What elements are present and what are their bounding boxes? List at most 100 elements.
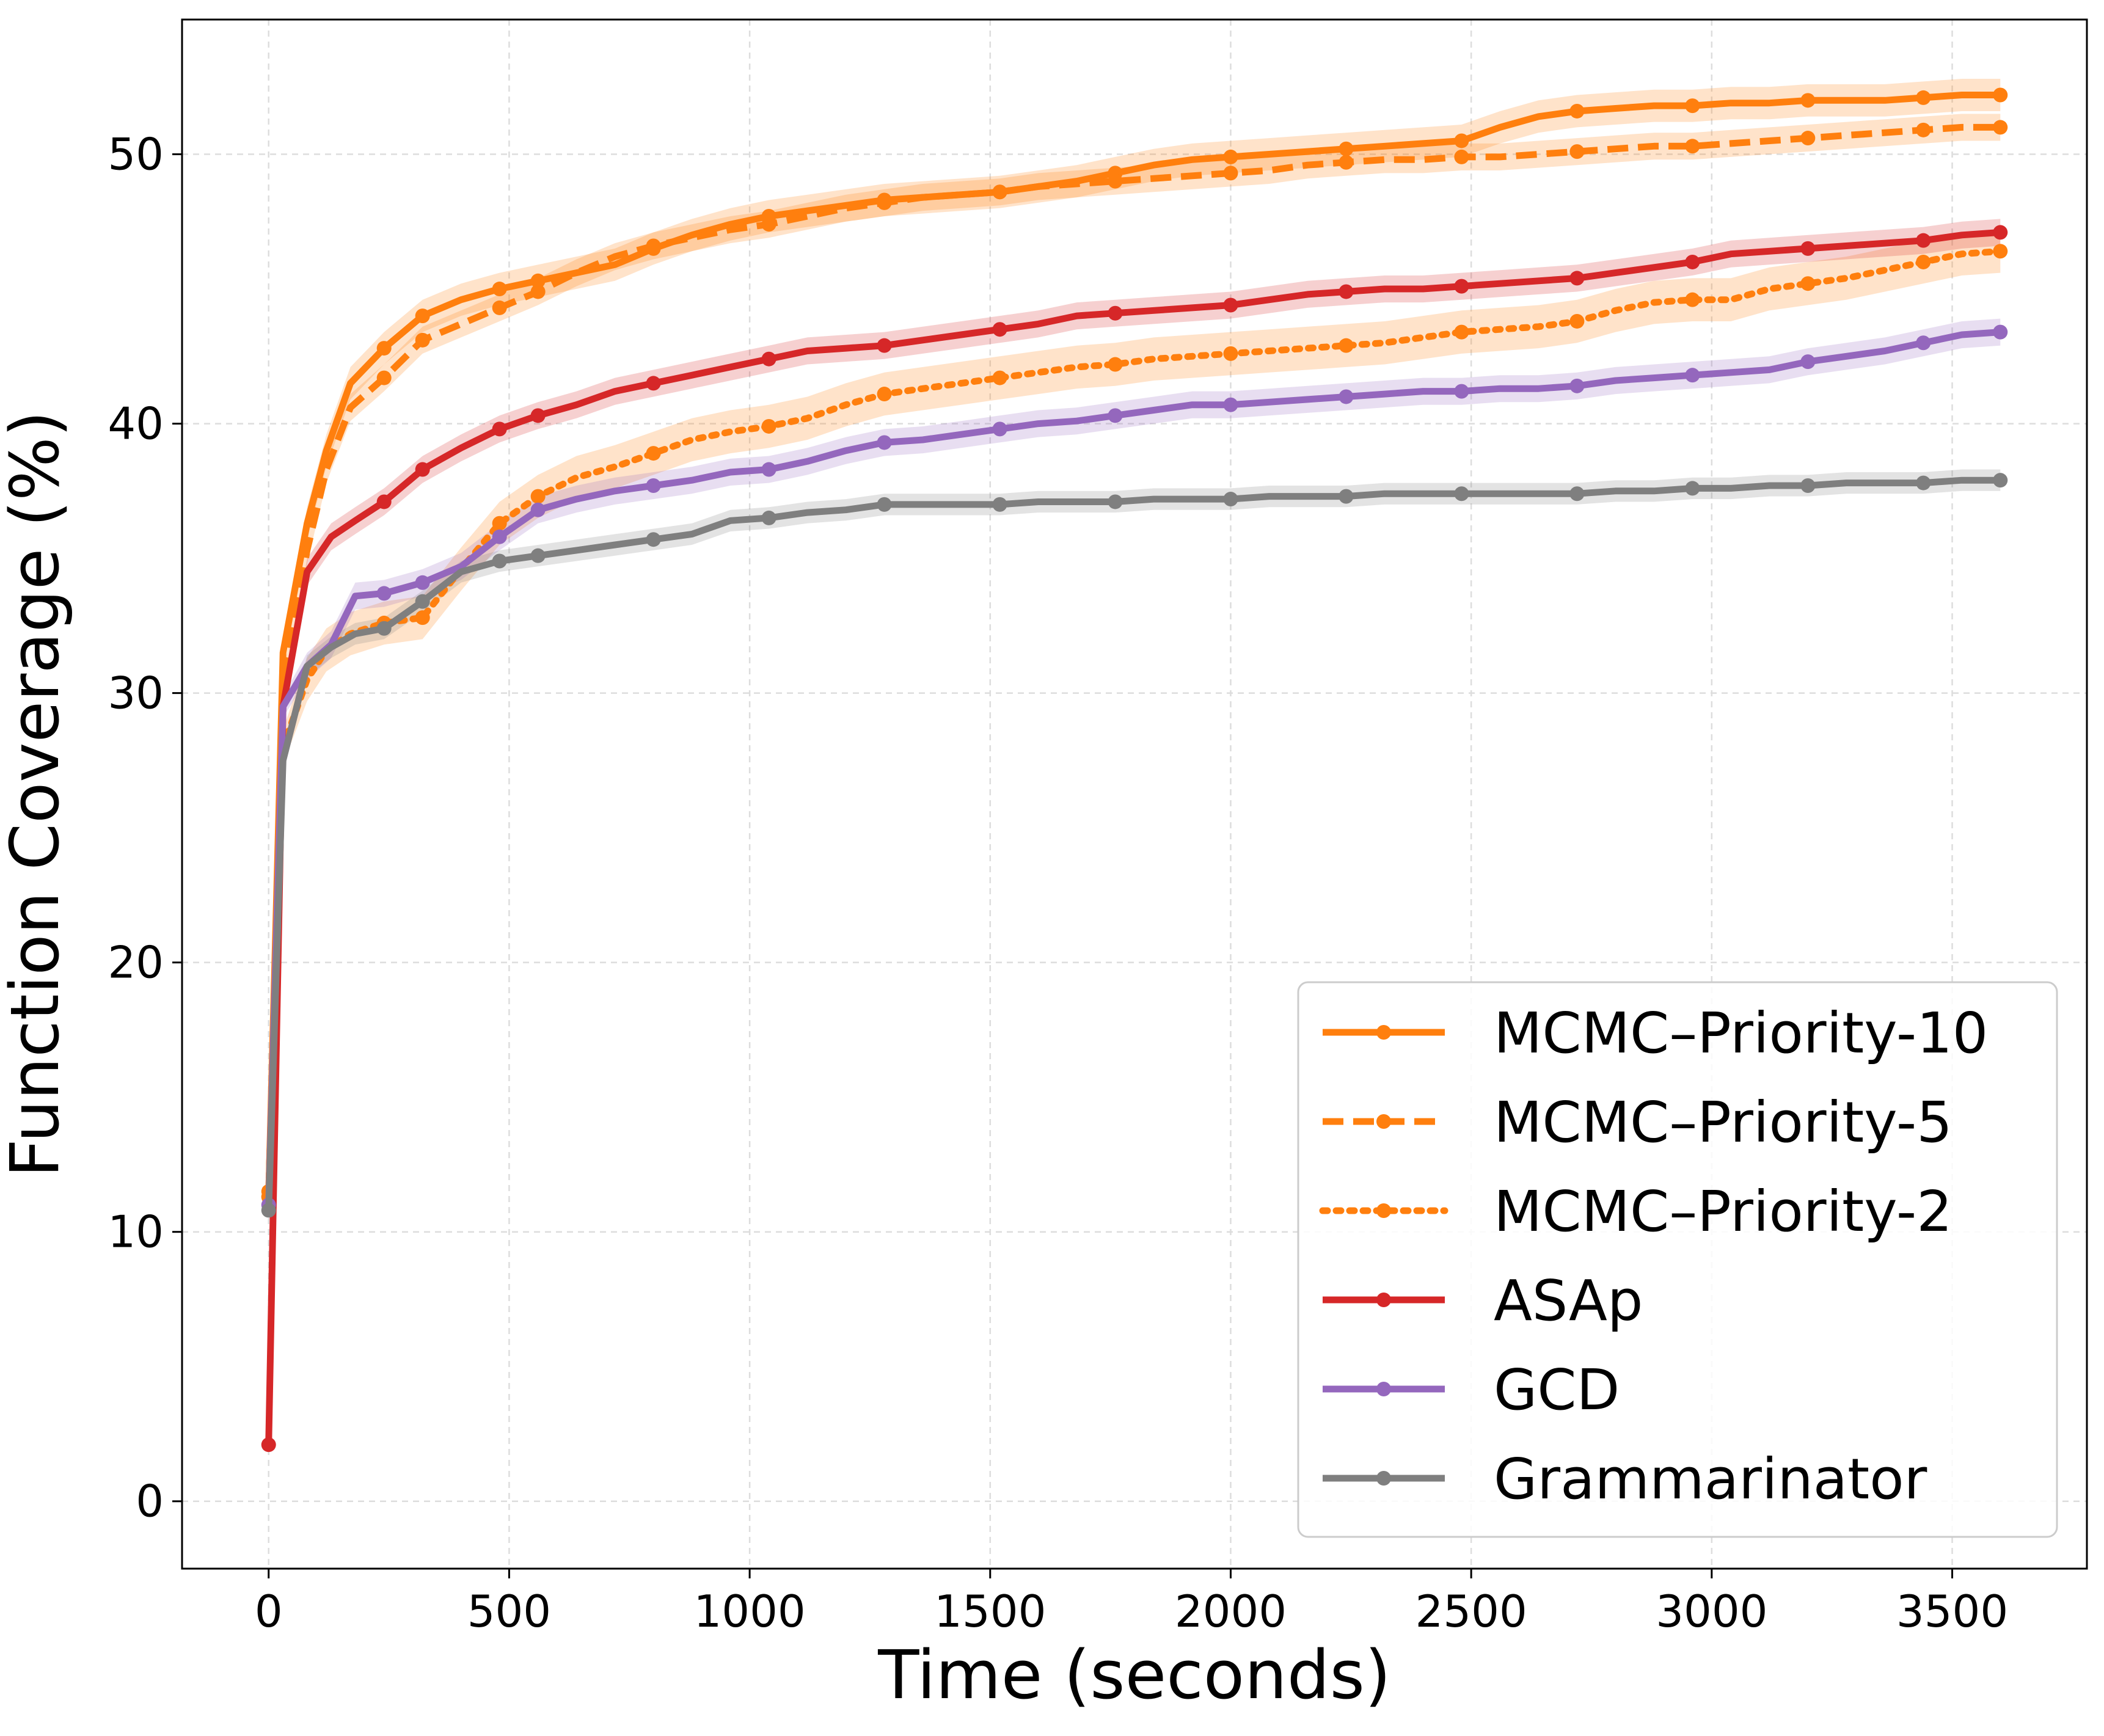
gcd-point [992, 421, 1007, 437]
y-tick-label: 50 [108, 129, 164, 180]
legend-label-asap: ASAp [1494, 1268, 1643, 1333]
legend-marker-gcd [1376, 1382, 1391, 1396]
asap-point [1454, 279, 1469, 294]
legend-marker-mcmc-priority-2 [1376, 1203, 1391, 1218]
grammarinator-point [261, 1203, 276, 1218]
legend-label-gcd: GCD [1494, 1357, 1620, 1423]
asap-point [415, 462, 430, 477]
x-tick-label: 1500 [934, 1586, 1046, 1637]
mcmc-priority-5-point [1569, 144, 1585, 159]
asap-point [646, 376, 661, 391]
x-tick-label: 3000 [1656, 1586, 1767, 1637]
asap-point [492, 421, 507, 437]
grammarinator-point [1800, 478, 1816, 494]
mcmc-priority-2-point [1685, 292, 1700, 307]
legend: MCMC–Priority-10 MCMC–Priority-5 MCMC–Prio… [1297, 981, 2058, 1538]
legend-label-mcmc-priority-5: MCMC–Priority-5 [1494, 1090, 1952, 1155]
asap-point [1339, 284, 1354, 299]
gcd-point [877, 435, 892, 450]
grammarinator-point [1339, 489, 1354, 504]
asap-point [530, 408, 546, 423]
asap-point [1569, 271, 1585, 286]
mcmc-priority-5-point [1916, 122, 1931, 137]
mcmc-priority-10-point [415, 308, 430, 324]
mcmc-priority-10-point [1454, 133, 1469, 148]
grammarinator-point [1223, 492, 1238, 507]
mcmc-priority-5-point [646, 238, 661, 253]
mcmc-priority-2-point [877, 387, 892, 402]
mcmc-priority-2-point [761, 418, 776, 434]
mcmc-priority-10-point [1916, 90, 1931, 105]
gcd-point [376, 586, 392, 601]
mcmc-priority-2-point [415, 610, 430, 625]
mcmc-priority-5-point [492, 300, 507, 315]
mcmc-priority-5-point [761, 217, 776, 232]
grammarinator-point [415, 594, 430, 609]
legend-label-mcmc-priority-10: MCMC–Priority-10 [1494, 1001, 1988, 1066]
y-tick-label: 20 [108, 937, 164, 988]
mcmc-priority-2-point [646, 446, 661, 461]
gcd-point [415, 575, 430, 590]
gcd-point [1800, 354, 1816, 370]
grammarinator-point [1993, 473, 2008, 488]
mcmc-priority-5-point [1800, 131, 1816, 146]
legend-marker-mcmc-priority-10 [1376, 1025, 1391, 1040]
mcmc-priority-2-point [992, 370, 1007, 385]
grammarinator-point [1569, 486, 1585, 501]
asap-point [1800, 241, 1816, 256]
mcmc-priority-2-point [1454, 324, 1469, 340]
x-tick-label: 500 [467, 1586, 551, 1637]
mcmc-priority-5-point [1108, 173, 1123, 189]
legend-box [1297, 981, 2058, 1538]
mcmc-priority-2-point [1108, 357, 1123, 372]
gcd-point [1569, 378, 1585, 393]
x-axis-label: Time (seconds) [877, 1636, 1391, 1714]
grammarinator-point [492, 553, 507, 569]
grammarinator-point [1685, 481, 1700, 496]
asap-point [761, 351, 776, 367]
gcd-point [1916, 335, 1931, 351]
grammarinator-point [1108, 494, 1123, 509]
asap-point [261, 1437, 276, 1453]
mcmc-priority-5-point [877, 195, 892, 210]
mcmc-priority-10-point [376, 341, 392, 356]
legend-marker-grammarinator [1376, 1471, 1391, 1486]
mcmc-priority-10-point [1223, 149, 1238, 164]
grammarinator-point [646, 532, 661, 547]
mcmc-priority-10-point [1993, 87, 2008, 103]
x-tick-label: 0 [255, 1586, 283, 1637]
axis-ticks: 0 500 1000 1500 2000 2500 3000 3500 0 10 20 30 40 50 [108, 129, 2008, 1637]
grammarinator-point [877, 497, 892, 512]
mcmc-priority-2-point [1800, 276, 1816, 291]
grammarinator-point [761, 510, 776, 525]
mcmc-priority-5-point [415, 332, 430, 348]
mcmc-priority-5-point [1339, 155, 1354, 170]
asap-point [992, 322, 1007, 337]
gcd-point [646, 478, 661, 494]
grammarinator-point [530, 548, 546, 563]
asap-point [877, 338, 892, 353]
mcmc-priority-2-point [1916, 254, 1931, 269]
legend-label-mcmc-priority-2: MCMC–Priority-2 [1494, 1179, 1952, 1244]
gcd-point [1454, 384, 1469, 399]
mcmc-priority-2-point [1339, 338, 1354, 353]
gcd-point [492, 529, 507, 544]
y-axis-label: Function Coverage (%) [0, 410, 74, 1177]
asap-point [1685, 254, 1700, 269]
legend-marker-asap [1376, 1293, 1391, 1307]
gcd-point [761, 462, 776, 477]
grammarinator-point [376, 621, 392, 636]
mcmc-priority-2-point [1993, 244, 2008, 259]
y-tick-label: 10 [108, 1206, 164, 1258]
mcmc-priority-2-point [492, 516, 507, 531]
x-tick-label: 3500 [1896, 1586, 2008, 1637]
mcmc-priority-5-point [1993, 120, 2008, 135]
legend-label-grammarinator: Grammarinator [1494, 1446, 1927, 1512]
asap-point [1916, 233, 1931, 248]
mcmc-priority-10-point [492, 282, 507, 297]
mcmc-priority-5-point [1685, 139, 1700, 154]
grammarinator-point [1454, 486, 1469, 501]
asap-point [1993, 225, 2008, 240]
mcmc-priority-5-point [1223, 166, 1238, 181]
mcmc-priority-2-point [1223, 346, 1238, 361]
